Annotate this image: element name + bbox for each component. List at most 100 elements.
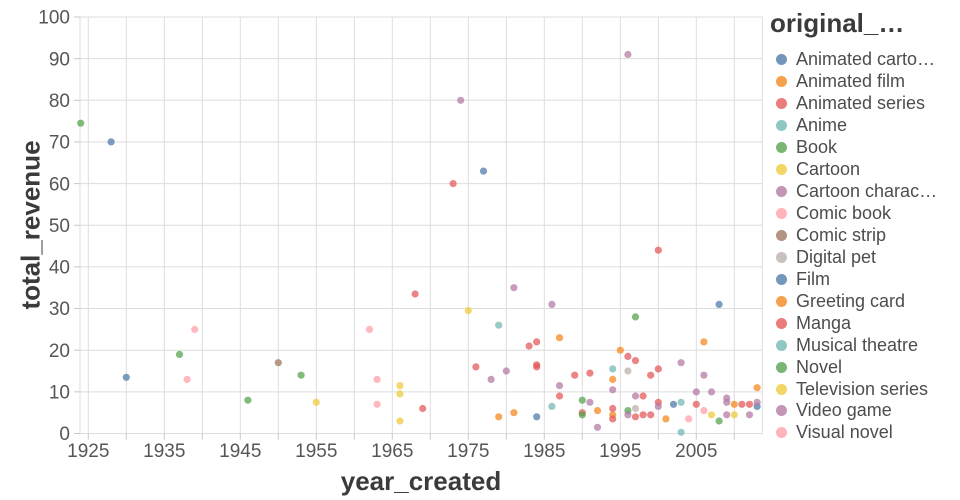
data-point: [647, 411, 655, 419]
data-point: [593, 407, 602, 415]
data-point: [631, 404, 640, 413]
legend-label: Cartoon charac…: [796, 181, 938, 202]
x-tick-label: 1965: [371, 441, 413, 462]
data-point: [654, 365, 662, 373]
data-point: [593, 423, 602, 431]
data-point: [624, 367, 632, 375]
legend-swatch-icon: [776, 164, 787, 176]
data-point: [495, 413, 503, 421]
y-tick-label: 30: [49, 299, 70, 320]
y-tick-label: 10: [49, 383, 70, 404]
data-point: [707, 411, 716, 419]
legend-label: Book: [796, 137, 838, 158]
y-tick-label: 90: [49, 49, 70, 70]
data-point: [122, 373, 130, 381]
legend-item: Television series: [770, 378, 937, 400]
data-point: [647, 371, 655, 379]
data-point: [464, 307, 472, 315]
x-tick-label: 2005: [675, 441, 717, 462]
legend-swatch-icon: [776, 142, 787, 154]
data-point: [502, 367, 510, 375]
legend-item: Visual novel: [770, 422, 937, 444]
data-point: [624, 411, 632, 419]
data-point: [297, 371, 305, 379]
data-point: [244, 396, 252, 404]
y-tick-label: 60: [49, 174, 70, 195]
data-point: [738, 400, 746, 408]
legend-label: Video game: [796, 400, 892, 421]
legend-item: Comic book: [770, 203, 937, 225]
data-point: [373, 400, 381, 408]
data-point: [533, 413, 541, 421]
legend-swatch-icon: [776, 383, 787, 395]
data-point: [586, 398, 594, 406]
data-point: [609, 375, 617, 383]
y-tick-label: 40: [49, 258, 70, 279]
legend-label: Animated series: [796, 93, 926, 114]
data-point: [631, 357, 640, 365]
legend-label: Greeting card: [796, 290, 906, 311]
legend-item: Film: [770, 268, 937, 290]
y-tick-label: 100: [38, 8, 70, 29]
legend-swatch-icon: [776, 317, 787, 329]
data-point: [723, 411, 731, 419]
data-point: [692, 400, 700, 408]
legend-item: Greeting card: [770, 290, 937, 312]
data-point: [609, 415, 617, 423]
legend-swatch-icon: [776, 295, 787, 307]
legend-label: Anime: [796, 115, 848, 136]
data-point: [495, 321, 503, 329]
legend-swatch-icon: [776, 339, 787, 351]
data-point: [723, 398, 731, 406]
legend-item: Animated carto…: [770, 49, 937, 71]
data-point: [631, 392, 640, 400]
data-point: [578, 411, 586, 419]
legend-label: Digital pet: [796, 246, 877, 267]
data-point: [700, 338, 708, 346]
data-point: [662, 415, 670, 423]
x-tick-label: 1935: [143, 441, 185, 462]
data-point: [639, 411, 647, 419]
data-point: [624, 352, 632, 360]
data-point: [533, 363, 541, 371]
data-point: [510, 284, 518, 292]
data-point: [609, 386, 617, 394]
data-point: [571, 371, 579, 379]
legend-item: Cartoon charac…: [770, 181, 937, 203]
data-point: [107, 138, 115, 146]
legend-item: Animated film: [770, 71, 937, 93]
data-point: [457, 96, 465, 104]
data-point: [730, 400, 738, 408]
data-point: [624, 50, 632, 59]
legend-swatch-icon: [776, 98, 787, 110]
y-tick-label: 20: [49, 341, 70, 362]
data-point: [365, 325, 374, 333]
x-tick-label: 1985: [523, 441, 565, 462]
legend-swatch-icon: [776, 427, 787, 439]
data-point: [419, 404, 427, 413]
y-tick-label: 80: [49, 91, 70, 112]
legend-label: Animated carto…: [796, 49, 936, 70]
data-point: [715, 417, 723, 425]
data-point: [677, 359, 685, 367]
data-point: [479, 167, 488, 175]
data-point: [487, 375, 495, 383]
y-tick-label: 0: [59, 424, 70, 445]
data-point: [609, 404, 617, 413]
data-point: [183, 375, 191, 383]
data-point: [745, 400, 754, 408]
data-point: [730, 411, 738, 419]
data-point: [274, 359, 282, 367]
legend-label: Animated film: [796, 71, 906, 92]
y-axis-title: total_revenue: [15, 140, 46, 310]
data-point: [609, 365, 617, 373]
data-point: [555, 334, 564, 342]
legend-swatch-icon: [776, 186, 787, 198]
data-point: [715, 300, 723, 308]
data-point: [616, 346, 624, 354]
data-point: [707, 388, 716, 396]
x-tick-label: 1975: [447, 441, 489, 462]
legend-label: Visual novel: [796, 422, 893, 443]
